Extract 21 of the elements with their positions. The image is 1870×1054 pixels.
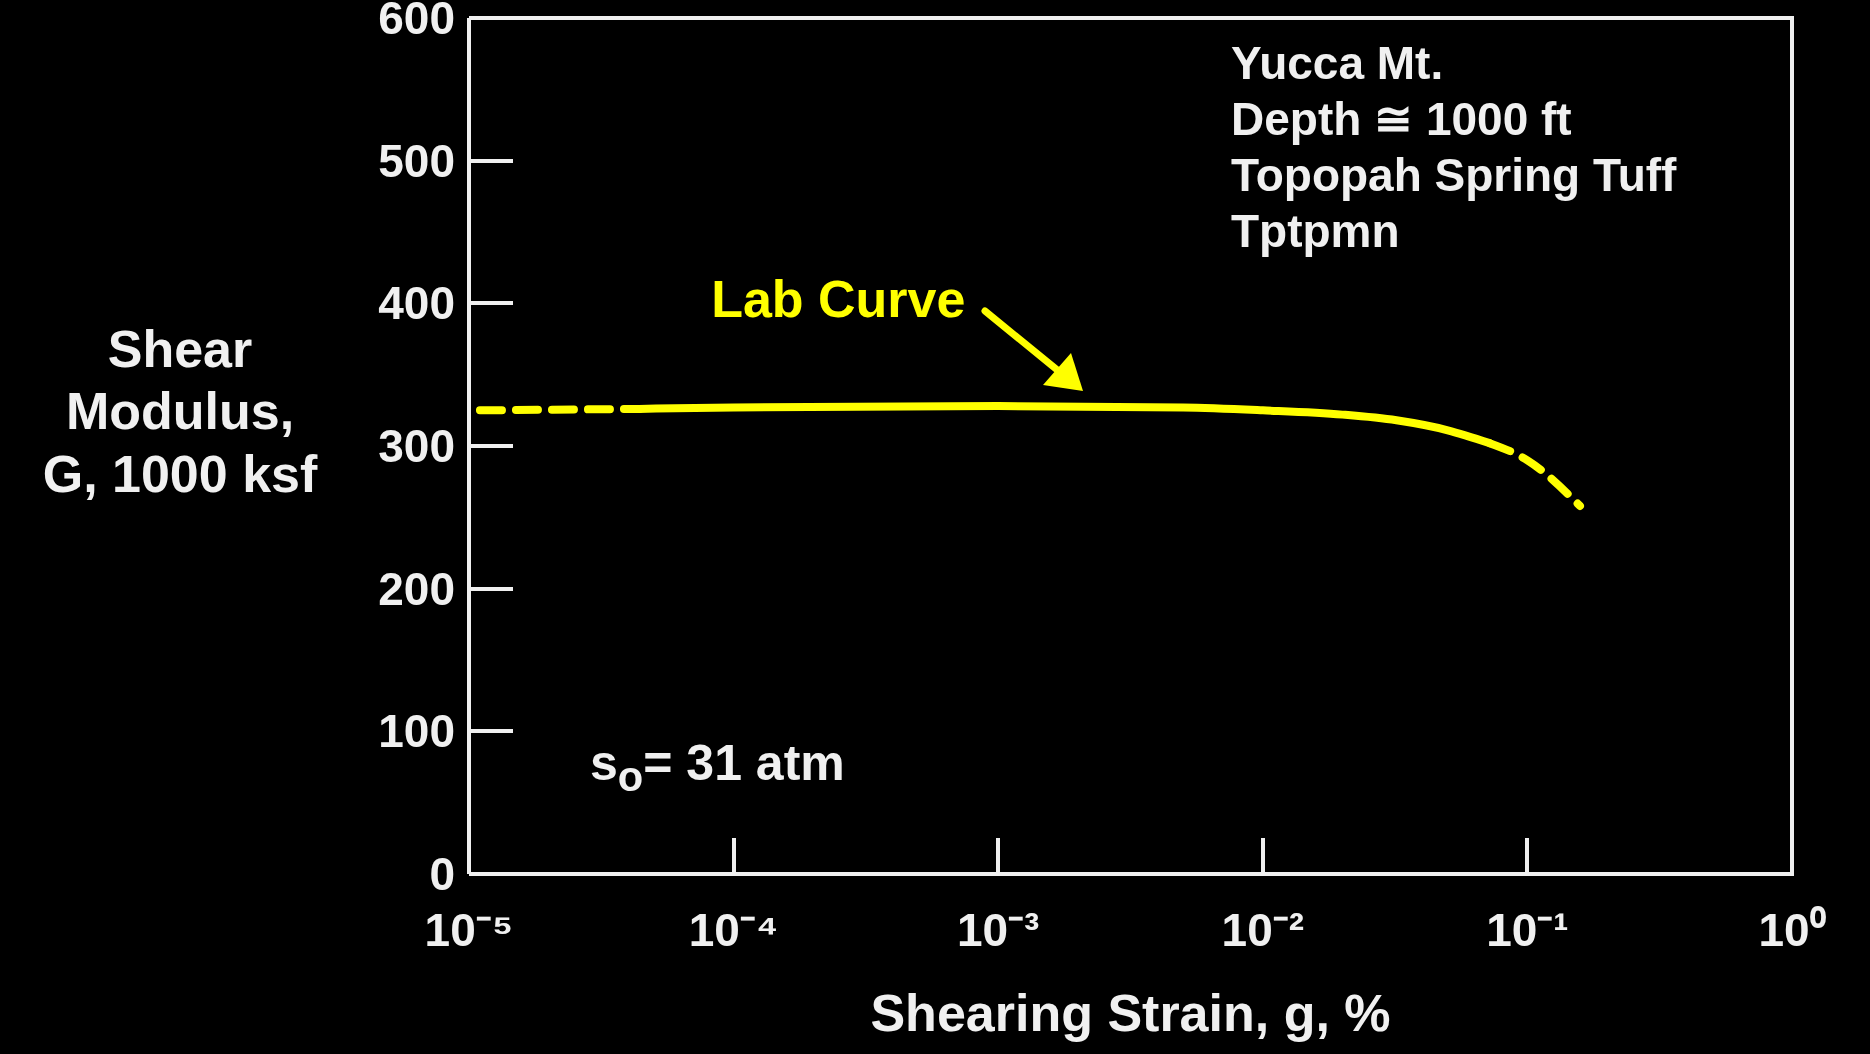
y-tick-label: 500 xyxy=(378,134,455,187)
annotation: Lab Curve xyxy=(710,270,966,329)
y-tick-label: 0 xyxy=(429,848,455,900)
x-tick-label: 10⁰ xyxy=(1758,904,1826,956)
annotation: Tptpmn xyxy=(1231,205,1400,257)
annotation: Depth ≅ 1000 ft xyxy=(1231,93,1572,145)
y-tick-label: 100 xyxy=(378,705,455,758)
x-axis-title: Shearing Strain, g, % xyxy=(869,983,1392,1044)
x-tick-label: 10⁻¹ xyxy=(1486,904,1569,956)
annotation: Yucca Mt. xyxy=(1231,37,1444,89)
y-axis-title: Shear Modulus, G, 1000 ksf xyxy=(41,319,319,505)
y-tick-label: 200 xyxy=(378,562,455,615)
annotation: Topopah Spring Tuff xyxy=(1231,149,1677,201)
y-tick-label: 600 xyxy=(378,0,455,44)
y-tick-label: 300 xyxy=(378,420,455,472)
x-tick-label: 10⁻⁴ xyxy=(688,904,779,956)
annotation: s$_{o}$= 31 atm xyxy=(590,735,845,800)
x-tick-label: 10⁻³ xyxy=(956,904,1040,956)
y-tick-label: 400 xyxy=(378,277,455,330)
x-tick-label: 10⁻⁵ xyxy=(424,904,514,956)
x-tick-label: 10⁻² xyxy=(1221,904,1305,956)
